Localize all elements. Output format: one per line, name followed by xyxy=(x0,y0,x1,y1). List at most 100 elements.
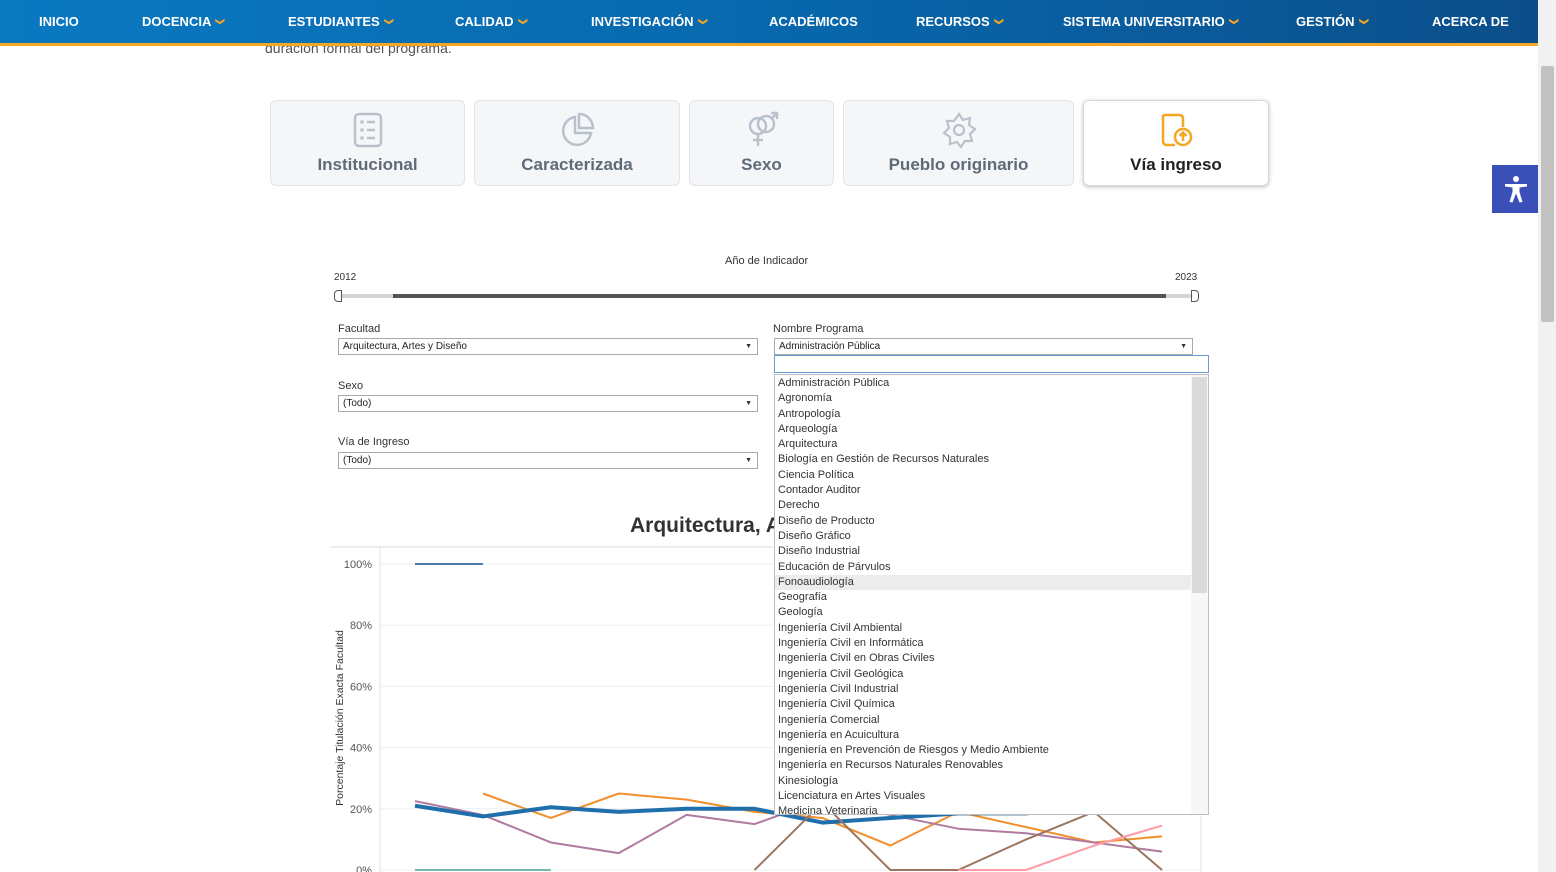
accessibility-icon xyxy=(1504,176,1527,203)
dropdown-option[interactable]: Ingeniería Civil en Obras Civiles xyxy=(778,652,935,665)
y-tick-label: 60% xyxy=(350,681,372,693)
dropdown-option[interactable]: Ingeniería Civil en Informática xyxy=(778,637,924,650)
dropdown-option[interactable]: Ciencia Política xyxy=(778,468,854,481)
sexo-selected-value: (Todo) xyxy=(343,398,372,409)
facultad-select[interactable]: Arquitectura, Artes y Diseño ▼ xyxy=(338,338,758,355)
dropdown-option[interactable]: Ingeniería Civil Industrial xyxy=(778,682,899,695)
dropdown-option[interactable]: Diseño de Producto xyxy=(778,514,875,527)
y-tick-label: 40% xyxy=(350,743,372,755)
tab-caracterizada[interactable]: Caracterizada xyxy=(474,100,680,186)
tab-sexo[interactable]: Sexo xyxy=(689,100,834,186)
facultad-selected-value: Arquitectura, Artes y Diseño xyxy=(343,341,467,352)
dropdown-option[interactable]: Ingeniería en Acuicultura xyxy=(778,728,900,741)
via-ingreso-selected-value: (Todo) xyxy=(343,455,372,466)
dropdown-option[interactable]: Diseño Industrial xyxy=(778,545,860,558)
nav-item-label: INVESTIGACIÓN xyxy=(591,14,694,29)
year-slider-min-handle[interactable] xyxy=(334,290,342,302)
dropdown-option[interactable]: Ingeniería en Prevención de Riesgos y Me… xyxy=(778,744,1049,757)
nav-item-calidad[interactable]: CALIDAD ❯ xyxy=(455,0,528,43)
dropdown-option[interactable]: Arqueología xyxy=(778,422,838,435)
gender-icon xyxy=(748,111,778,146)
via-ingreso-label: Vía de Ingreso xyxy=(338,436,410,448)
dropdown-option[interactable]: Diseño Gráfico xyxy=(778,529,851,542)
nav-item-docencia[interactable]: DOCENCIA ❯ xyxy=(142,0,226,43)
programa-selected-value: Administración Pública xyxy=(779,341,881,352)
tab-label: Sexo xyxy=(741,155,782,174)
nav-item-investigación[interactable]: INVESTIGACIÓN ❯ xyxy=(591,0,708,43)
page-scrollbar-thumb[interactable] xyxy=(1541,66,1554,322)
dropdown-option[interactable]: Ingeniería Civil Química xyxy=(778,698,895,711)
via-ingreso-select[interactable]: (Todo) ▼ xyxy=(338,452,758,469)
tab-label: Caracterizada xyxy=(521,155,633,174)
sexo-label: Sexo xyxy=(338,380,364,392)
nav-item-label: RECURSOS xyxy=(916,14,990,29)
programa-search-input[interactable] xyxy=(774,355,1209,373)
dropdown-option[interactable]: Educación de Párvulos xyxy=(778,560,891,573)
nav-item-label: DOCENCIA xyxy=(142,14,212,29)
dropdown-option[interactable]: Ingeniería Civil Geológica xyxy=(778,667,904,680)
dropdown-option[interactable]: Geología xyxy=(778,606,823,619)
chevron-down-icon: ❯ xyxy=(697,17,708,26)
tab-label: Vía ingreso xyxy=(1130,155,1222,174)
y-tick-label: 0% xyxy=(356,865,372,872)
chevron-down-icon: ▼ xyxy=(745,457,752,464)
sexo-select[interactable]: (Todo) ▼ xyxy=(338,395,758,412)
series-line-5 xyxy=(958,824,1163,871)
dropdown-option[interactable]: Arquitectura xyxy=(778,438,838,451)
nav-item-acerca-de[interactable]: ACERCA DE xyxy=(1432,0,1509,43)
year-min-label: 2012 xyxy=(334,272,357,283)
chevron-down-icon: ❯ xyxy=(1229,17,1240,26)
dropdown-option[interactable]: Fonoaudiología xyxy=(775,574,1192,591)
dropdown-option[interactable]: Administración Pública xyxy=(778,377,890,389)
tab-label: Institucional xyxy=(317,155,418,174)
pie-chart-icon xyxy=(561,112,595,147)
dropdown-option[interactable]: Biología en Gestión de Recursos Naturale… xyxy=(778,453,989,466)
dropdown-scrollbar-thumb[interactable] xyxy=(1192,377,1207,593)
series-line-1 xyxy=(482,792,1163,847)
tab-vía-ingreso[interactable]: Vía ingreso xyxy=(1083,100,1269,186)
programa-label: Nombre Programa xyxy=(773,323,864,335)
dropdown-option[interactable]: Medicina Veterinaria xyxy=(778,805,878,815)
y-tick-label: 100% xyxy=(344,559,372,571)
year-max-label: 2023 xyxy=(1175,272,1198,283)
nav-item-label: CALIDAD xyxy=(455,14,514,29)
tab-institucional[interactable]: Institucional xyxy=(270,100,465,186)
y-axis-label: Porcentaje Titulación Exacta Facultad xyxy=(334,630,346,806)
dropdown-option[interactable]: Derecho xyxy=(778,499,820,512)
dropdown-option[interactable]: Kinesiología xyxy=(778,774,838,787)
chevron-down-icon: ▼ xyxy=(745,343,752,350)
chevron-down-icon: ❯ xyxy=(993,17,1004,26)
nav-item-sistema-universitario[interactable]: SISTEMA UNIVERSITARIO ❯ xyxy=(1063,0,1240,43)
entry-document-icon xyxy=(1161,113,1193,147)
emblem-icon xyxy=(941,112,977,149)
top-navigation: INICIO DOCENCIA ❯ ESTUDIANTES ❯ CALIDAD ❯ INVES… xyxy=(0,0,1538,46)
programa-select[interactable]: Administración Pública ▼ xyxy=(774,338,1193,355)
dropdown-option[interactable]: Ingeniería Comercial xyxy=(778,713,880,726)
dropdown-option[interactable]: Ingeniería en Recursos Naturales Renovab… xyxy=(778,759,1004,772)
nav-item-recursos[interactable]: RECURSOS ❯ xyxy=(916,0,1004,43)
nav-item-inicio[interactable]: INICIO xyxy=(39,0,79,43)
dropdown-option[interactable]: Contador Auditor xyxy=(778,484,861,497)
facultad-label: Facultad xyxy=(338,323,381,335)
list-icon xyxy=(353,112,382,148)
tab-pueblo-originario[interactable]: Pueblo originario xyxy=(843,100,1074,186)
y-tick-label: 20% xyxy=(350,804,372,816)
year-filter-label: Año de Indicador xyxy=(725,255,809,267)
chevron-down-icon: ▼ xyxy=(745,400,752,407)
accessibility-button[interactable] xyxy=(1492,165,1539,213)
year-slider-range xyxy=(393,294,1166,298)
dropdown-option[interactable]: Licenciatura en Artes Visuales xyxy=(778,790,926,803)
nav-item-académicos[interactable]: ACADÉMICOS xyxy=(769,0,858,43)
year-slider-max-handle[interactable] xyxy=(1191,290,1199,302)
dropdown-option[interactable]: Geografía xyxy=(778,591,827,604)
dropdown-option[interactable]: Antropología xyxy=(778,407,841,420)
nav-item-label: ACADÉMICOS xyxy=(769,14,858,29)
dropdown-option[interactable]: Ingeniería Civil Ambiental xyxy=(778,621,903,634)
nav-item-label: ESTUDIANTES xyxy=(288,14,380,29)
chevron-down-icon: ❯ xyxy=(384,17,395,26)
nav-item-label: GESTIÓN xyxy=(1296,14,1355,29)
dropdown-option[interactable]: Agronomía xyxy=(778,392,832,405)
nav-item-gestión[interactable]: GESTIÓN ❯ xyxy=(1296,0,1369,43)
chevron-down-icon: ❯ xyxy=(517,17,528,26)
nav-item-estudiantes[interactable]: ESTUDIANTES ❯ xyxy=(288,0,395,43)
